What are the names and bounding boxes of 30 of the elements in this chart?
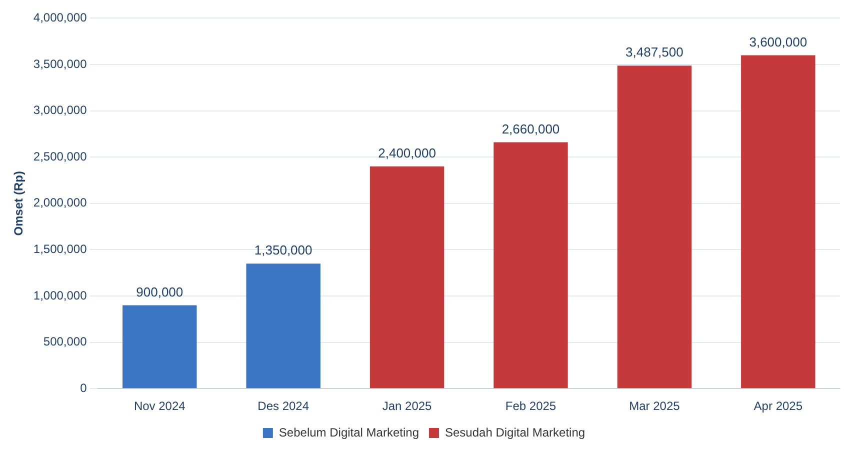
y-tick-label: 0: [80, 380, 88, 395]
x-tick-label: Mar 2025: [629, 399, 680, 414]
bar: [617, 66, 692, 388]
y-tick-label: 2,000,000: [33, 196, 88, 210]
y-tick-label: 1,500,000: [33, 242, 88, 256]
data-label: 3,487,500: [626, 44, 684, 60]
bar: [741, 55, 816, 388]
data-label: 3,600,000: [749, 34, 808, 50]
legend-label: Sesudah Digital Marketing: [444, 425, 586, 440]
data-label: 900,000: [136, 284, 184, 300]
y-axis-title: Omset (Rp): [12, 171, 26, 236]
y-tick-label: 3,000,000: [33, 103, 88, 118]
x-tick-label: Apr 2025: [754, 399, 803, 414]
x-tick-label: Jan 2025: [382, 399, 432, 414]
bar: [494, 142, 568, 388]
data-label: 1,350,000: [254, 242, 312, 258]
y-tick-label: 500,000: [43, 334, 88, 349]
data-label: 2,400,000: [378, 145, 436, 160]
x-tick-label: Nov 2024: [134, 399, 186, 414]
y-tick-label: 1,000,000: [33, 288, 88, 302]
y-tick-label: 4,000,000: [33, 10, 88, 25]
legend-label: Sebelum Digital Marketing: [278, 425, 419, 440]
x-tick-label: Feb 2025: [505, 399, 556, 414]
y-tick-label: 3,500,000: [33, 56, 88, 71]
y-tick-label: 2,500,000: [33, 149, 88, 164]
bar: [246, 264, 320, 388]
data-label: 2,660,000: [502, 121, 560, 136]
bar: [122, 305, 197, 388]
bar: [370, 166, 444, 388]
x-tick-label: Des 2024: [258, 399, 310, 414]
